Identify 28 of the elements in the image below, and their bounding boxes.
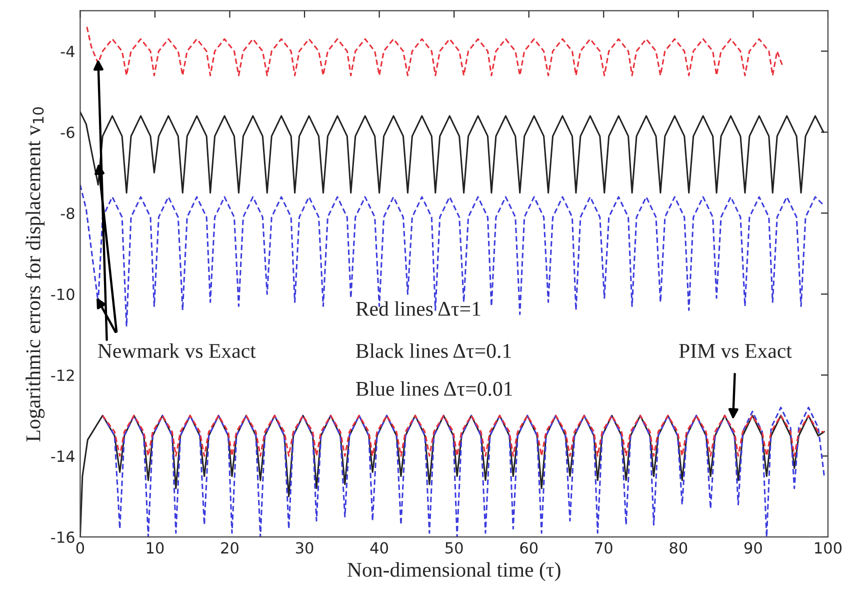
x-tick-label: 20: [221, 542, 238, 554]
annotation: Black lines Δτ=0.1: [356, 343, 511, 358]
x-tick-label: 100: [815, 542, 842, 554]
x-tick-label: 10: [146, 542, 164, 554]
x-tick-label: 50: [446, 542, 463, 554]
y-tick-label: -8: [60, 208, 74, 220]
line-series: [86, 26, 784, 76]
x-tick-label: 0: [76, 542, 84, 554]
line-series: [80, 111, 824, 194]
x-tick-label: 70: [595, 542, 612, 554]
x-tick-label: 40: [370, 542, 388, 554]
x-tick-label: 30: [296, 542, 314, 554]
annotation: Blue lines Δτ=0.01: [356, 381, 512, 396]
y-axis-title: Logarithmic errors for displacement v$_{10}$: [25, 107, 45, 442]
line-series: [80, 184, 824, 328]
x-tick-label: 90: [744, 542, 762, 554]
y-tick-label: -10: [51, 288, 74, 300]
y-tick-label: -16: [51, 531, 74, 543]
annotation: Newmark vs Exact: [98, 343, 256, 358]
y-tick-label: -12: [51, 370, 74, 381]
annotation: PIM vs Exact: [679, 344, 792, 358]
y-tick-label: -6: [60, 126, 74, 138]
x-axis-title: Non-dimensional time (τ): [348, 562, 560, 582]
y-tick-label: -14: [51, 450, 74, 462]
y-tick-label: -4: [60, 46, 74, 57]
x-tick-label: 60: [520, 542, 538, 554]
x-tick-label: 80: [670, 542, 688, 554]
annotation: Red lines Δτ=1: [356, 301, 480, 316]
